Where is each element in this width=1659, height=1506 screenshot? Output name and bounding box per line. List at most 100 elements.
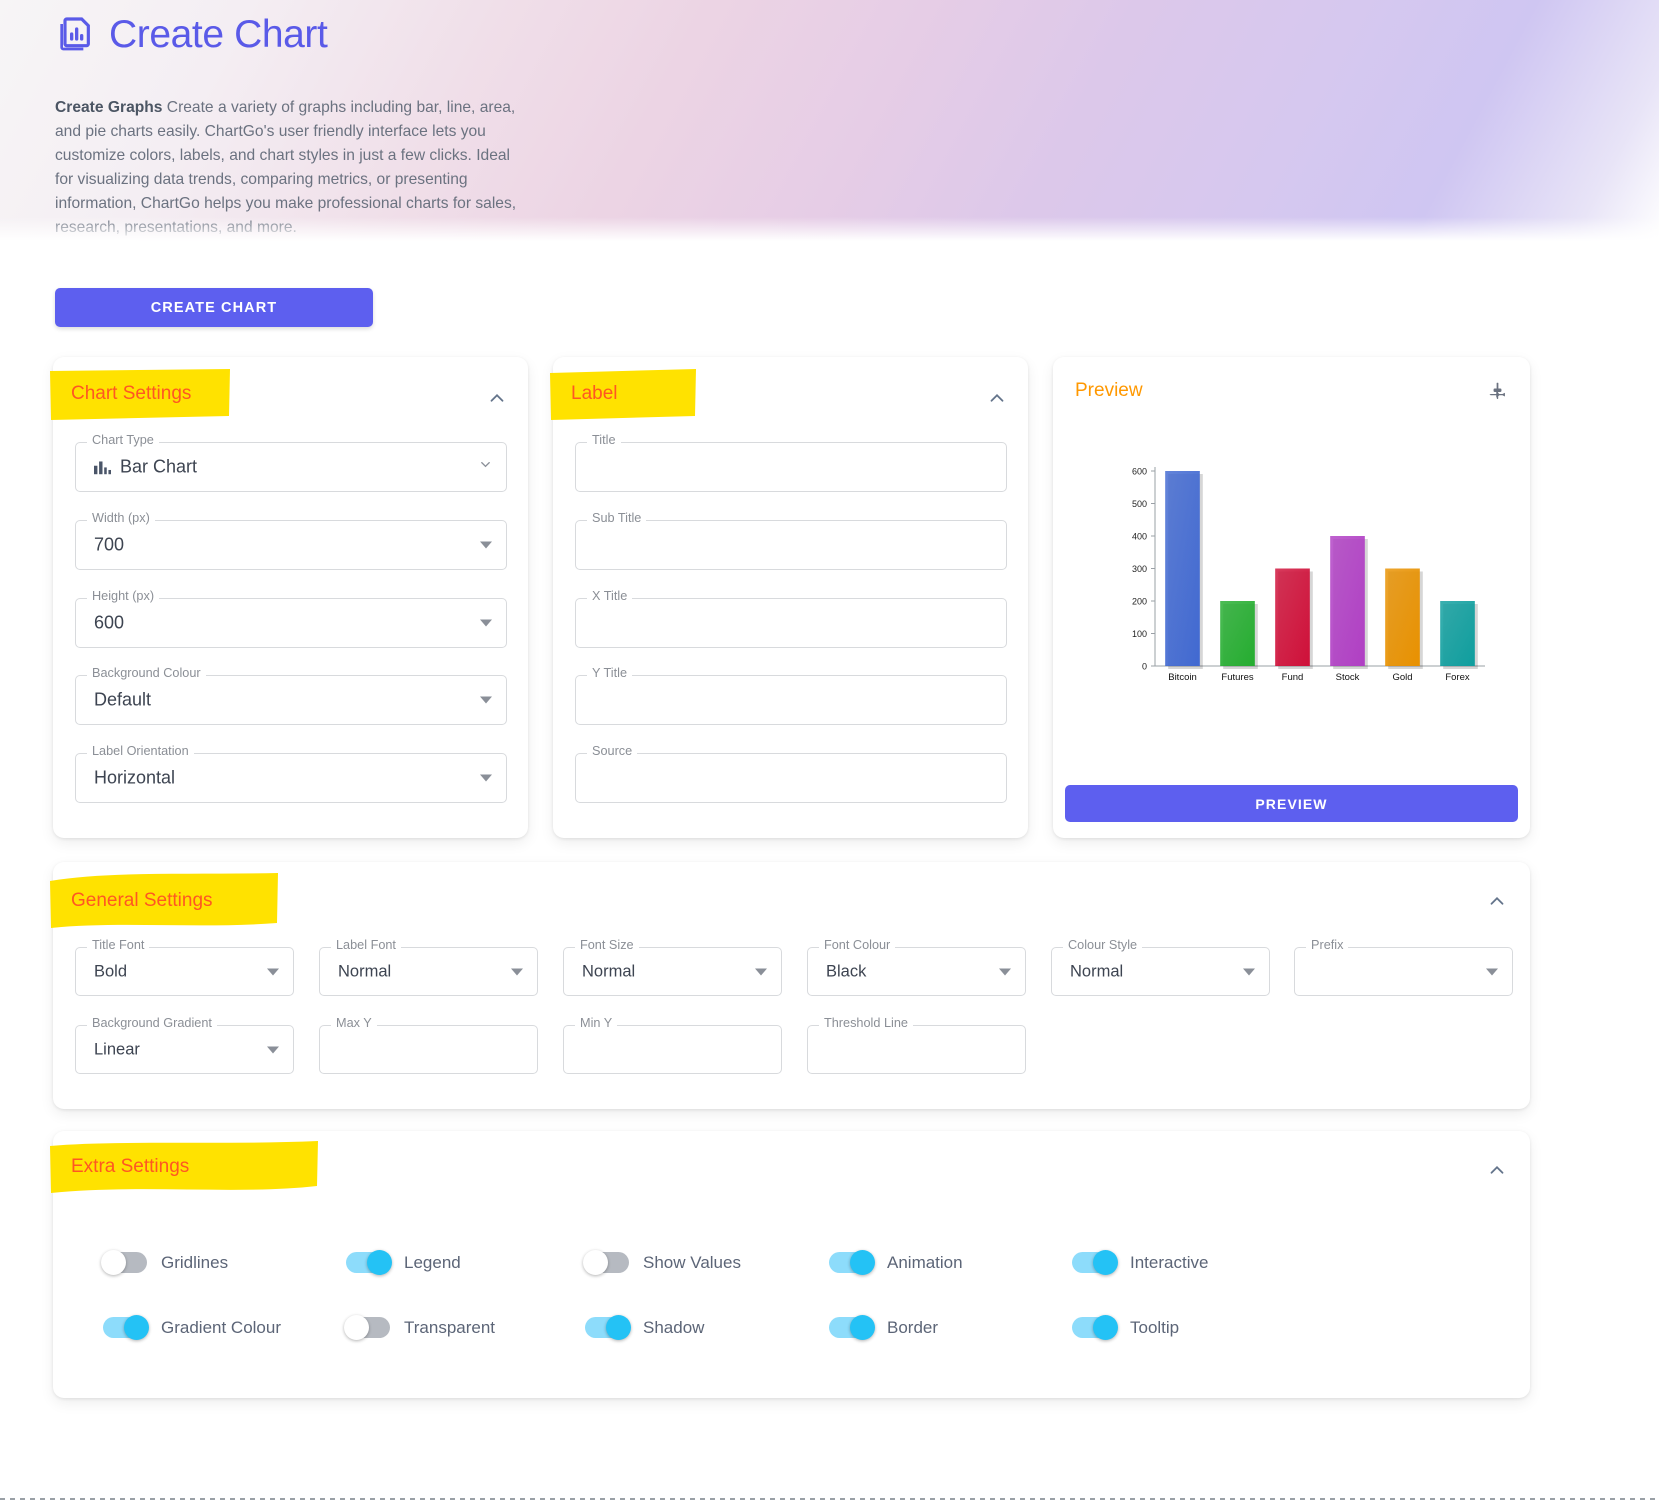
caret-down-icon <box>480 696 492 704</box>
extra-settings-heading-wrap: Extra Settings <box>49 1140 319 1202</box>
toggle-shadow[interactable]: Shadow <box>585 1315 705 1340</box>
chevron-up-icon[interactable] <box>486 387 508 409</box>
switch-knob <box>606 1315 631 1340</box>
label-orientation-select[interactable]: Label Orientation Horizontal <box>75 745 507 803</box>
svg-text:Bitcoin: Bitcoin <box>1168 672 1197 683</box>
preview-card: Preview 0 100 200 300 400 500 600 Bitcoin Future… <box>1053 357 1530 838</box>
switch-knob <box>1093 1250 1118 1275</box>
width-value: 700 <box>94 534 125 555</box>
animation-switch[interactable] <box>829 1250 875 1275</box>
font-colour-value: Black <box>826 962 867 980</box>
general-settings-card: General Settings Title Font Bold Label F… <box>50 862 1530 1109</box>
caret-down-icon <box>480 541 492 549</box>
transparent-switch[interactable] <box>344 1315 390 1340</box>
toggle-interactive[interactable]: Interactive <box>1072 1250 1209 1275</box>
caret-down-icon <box>267 1046 279 1053</box>
shadow-switch[interactable] <box>585 1315 631 1340</box>
highlighter-marker <box>50 873 278 928</box>
sub-title-input[interactable]: Sub Title <box>575 512 1007 570</box>
svg-text:Fund: Fund <box>1282 672 1304 683</box>
chevron-down-icon <box>478 457 493 477</box>
chart-type-value-wrap: Bar Chart <box>94 457 197 478</box>
hero-description-body: Create a variety of graphs including bar… <box>55 99 517 236</box>
label-font-select[interactable]: Label Font Normal <box>319 939 538 996</box>
preview-chart: 0 100 200 300 400 500 600 Bitcoin Futures Fund Sto… <box>1077 423 1505 713</box>
x-title-input[interactable]: X Title <box>575 590 1007 648</box>
create-chart-button[interactable]: CREATE CHART <box>55 288 373 327</box>
toggle-gridlines[interactable]: Gridlines <box>101 1250 229 1275</box>
tooltip-label: Tooltip <box>1130 1317 1180 1337</box>
chevron-up-icon[interactable] <box>1486 1159 1508 1181</box>
toggle-show-values[interactable]: Show Values <box>583 1250 741 1275</box>
source-input[interactable]: Source <box>575 745 1007 803</box>
toggle-tooltip[interactable]: Tooltip <box>1072 1315 1180 1340</box>
background-colour-select[interactable]: Background Colour Default <box>75 667 507 725</box>
gridlines-label: Gridlines <box>161 1252 229 1272</box>
chart-type-select[interactable]: Chart Type Bar Chart <box>75 434 507 492</box>
font-size-select[interactable]: Font Size Normal <box>563 939 782 996</box>
height-select[interactable]: Height (px) 600 <box>75 590 507 648</box>
height-value: 600 <box>94 612 125 633</box>
tooltip-switch[interactable] <box>1072 1315 1118 1340</box>
colour-style-label: Colour Style <box>1063 939 1143 952</box>
toggle-legend[interactable]: Legend <box>346 1250 461 1275</box>
svg-text:300: 300 <box>1132 564 1147 574</box>
show-values-switch[interactable] <box>583 1250 629 1275</box>
background-gradient-select[interactable]: Background Gradient Linear <box>75 1017 294 1074</box>
y-title-label: Y Title <box>587 667 633 680</box>
preview-button[interactable]: PREVIEW <box>1065 785 1518 822</box>
font-colour-select[interactable]: Font Colour Black <box>807 939 1026 996</box>
gridlines-switch[interactable] <box>101 1250 147 1275</box>
caret-down-icon <box>999 968 1011 975</box>
interactive-switch[interactable] <box>1072 1250 1118 1275</box>
pin-icon[interactable] <box>1487 381 1508 407</box>
switch-knob <box>344 1315 369 1340</box>
title-font-select[interactable]: Title Font Bold <box>75 939 294 996</box>
prefix-select[interactable]: Prefix <box>1294 939 1513 996</box>
colour-style-select[interactable]: Colour Style Normal <box>1051 939 1270 996</box>
threshold-line-label: Threshold Line <box>819 1017 913 1030</box>
toggle-transparent[interactable]: Transparent <box>344 1315 495 1340</box>
switch-knob <box>1093 1315 1118 1340</box>
title-input[interactable]: Title <box>575 434 1007 492</box>
toggle-border[interactable]: Border <box>829 1315 939 1340</box>
max-y-input[interactable]: Max Y <box>319 1017 538 1074</box>
width-label: Width (px) <box>87 512 155 525</box>
hero-description: Create Graphs Create a variety of graphs… <box>55 96 530 240</box>
bar-chart-icon <box>94 460 111 475</box>
legend-switch[interactable] <box>346 1250 392 1275</box>
width-select[interactable]: Width (px) 700 <box>75 512 507 570</box>
extra-settings-heading: Extra Settings <box>71 1156 190 1177</box>
svg-text:Stock: Stock <box>1336 672 1360 683</box>
chart-type-label: Chart Type <box>87 434 159 447</box>
border-label: Border <box>887 1317 939 1337</box>
svg-text:Futures: Futures <box>1221 672 1253 683</box>
min-y-input[interactable]: Min Y <box>563 1017 782 1074</box>
chevron-up-icon[interactable] <box>1486 890 1508 912</box>
highlighter-marker <box>50 1141 318 1193</box>
gradient-colour-switch[interactable] <box>103 1315 149 1340</box>
caret-down-icon <box>480 774 492 782</box>
svg-text:600: 600 <box>1132 467 1147 477</box>
y-title-input[interactable]: Y Title <box>575 667 1007 725</box>
animation-label: Animation <box>887 1252 963 1272</box>
legend-label: Legend <box>404 1252 461 1272</box>
chevron-up-icon[interactable] <box>986 387 1008 409</box>
font-colour-label: Font Colour <box>819 939 896 952</box>
switch-knob <box>124 1315 149 1340</box>
svg-text:500: 500 <box>1132 499 1147 509</box>
toggle-gradient-colour[interactable]: Gradient Colour <box>103 1315 282 1340</box>
toggle-animation[interactable]: Animation <box>829 1250 963 1275</box>
max-y-label: Max Y <box>331 1017 377 1030</box>
shadow-label: Shadow <box>643 1317 705 1337</box>
threshold-line-input[interactable]: Threshold Line <box>807 1017 1026 1074</box>
interactive-label: Interactive <box>1130 1252 1209 1272</box>
svg-text:100: 100 <box>1132 629 1147 639</box>
border-switch[interactable] <box>829 1315 875 1340</box>
caret-down-icon <box>267 968 279 975</box>
title-label: Title <box>587 434 621 447</box>
gradient-colour-label: Gradient Colour <box>161 1317 282 1337</box>
label-card: Label Title Sub Title X Title Y Title So… <box>550 357 1028 838</box>
background-gradient-value: Linear <box>94 1040 140 1058</box>
hero-description-lead: Create Graphs <box>55 99 163 116</box>
